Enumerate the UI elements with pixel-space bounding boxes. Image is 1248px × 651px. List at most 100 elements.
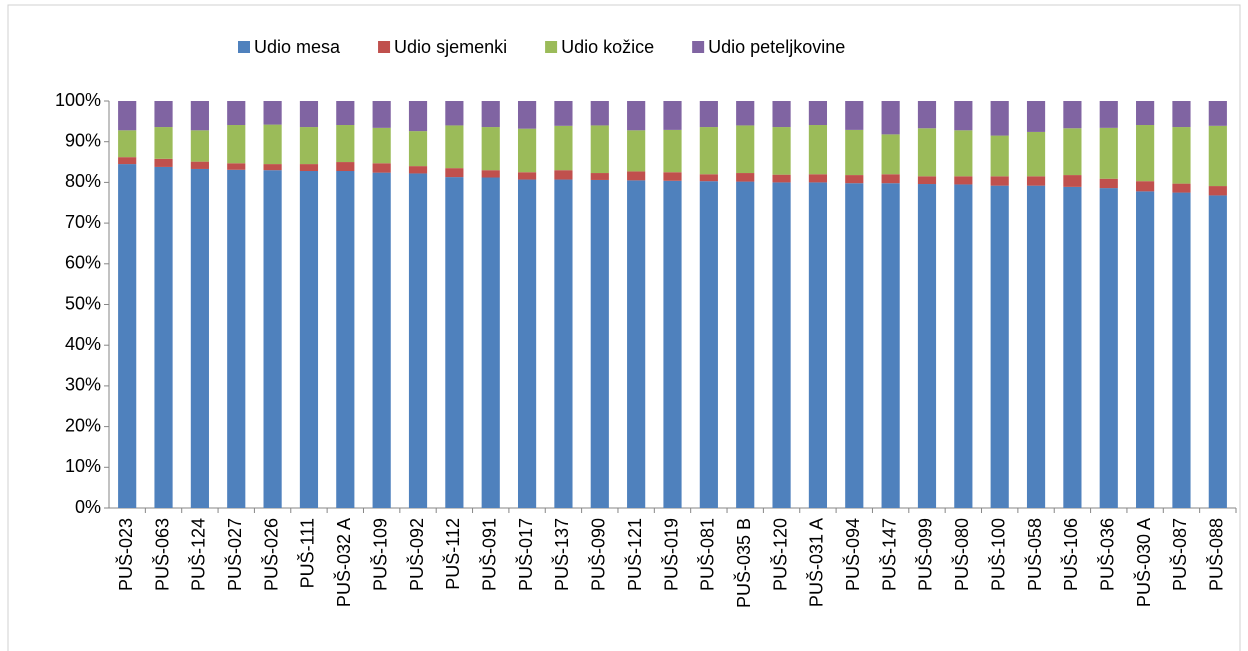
bar-segment [663,172,682,181]
x-tick-label: PUŠ-109 [369,518,390,591]
x-tick-label: PUŠ-100 [987,518,1008,591]
bar-segment [481,170,500,178]
y-tick-label: 60% [65,253,101,273]
bar-segment [736,101,755,126]
bar-segment [372,163,391,173]
bar-segment [336,162,355,172]
y-tick-label: 0% [75,497,101,517]
bar-segment [445,101,464,126]
bar-segment [445,168,464,178]
bar-segment [954,101,973,131]
bar-segment [227,163,246,170]
bar-segment [808,125,828,175]
bar-segment [227,101,246,126]
bar-segment [190,130,209,162]
x-tick-label: PUŠ-120 [769,518,790,591]
x-tick-label: PUŠ-090 [588,518,609,591]
bar-segment [1099,127,1118,179]
bar-segment [1063,128,1082,176]
legend-swatch [545,41,558,53]
x-tick-label: PUŠ-030 A [1133,518,1154,607]
bar-segment [336,125,355,163]
bar-segment [990,101,1009,136]
bar-segment [663,101,682,130]
bar-segment [372,127,391,164]
bar-segment [990,185,1009,508]
chart-frame [7,4,1241,651]
bar-segment [627,180,646,509]
bar-segment [1063,101,1082,129]
y-tick-label: 10% [65,456,101,476]
x-tick-label: PUŠ-031 A [806,518,827,607]
bar-segment [336,171,355,508]
bar-segment [481,127,500,171]
y-tick-label: 70% [65,212,101,232]
x-tick-label: PUŠ-032 A [333,518,354,607]
bar-segment [299,127,319,165]
bar-segment [299,101,319,128]
x-tick-label: PUŠ-137 [551,518,572,591]
x-tick-label: PUŠ-058 [1024,518,1045,591]
y-tick-label: 100% [55,90,101,110]
bar-segment [517,179,537,508]
bar-segment [154,101,173,128]
bar-segment [845,183,864,509]
bar-segment [917,101,937,129]
bar-segment [1172,101,1191,128]
bar-segment [408,173,428,509]
y-tick-label: 90% [65,130,101,150]
bar-segment [445,177,464,508]
bar-segment [772,127,791,175]
x-tick-label: PUŠ-111 [297,518,318,588]
bar-segment [772,174,791,183]
bar-segment [699,181,718,508]
bar-segment [808,101,828,126]
bar-segment [1026,176,1046,186]
bar-segment [299,171,319,508]
bar-segment [336,101,355,126]
bar-segment [554,170,573,180]
y-tick-label: 80% [65,171,101,191]
x-tick-label: PUŠ-121 [624,518,645,591]
bar-segment [1026,101,1046,132]
x-tick-label: PUŠ-092 [406,518,427,591]
legend-label: Udio peteljkovine [708,37,845,57]
legend-swatch [692,41,705,53]
bar-segment [954,176,973,185]
bar-segment [1208,186,1227,196]
bar-segment [517,128,537,173]
bar-segment [554,125,573,171]
bar-segment [881,101,900,135]
bar-segment [772,182,791,508]
x-tick-label: PUŠ-017 [515,518,536,591]
bar-segment [881,134,900,175]
x-tick-label: PUŠ-091 [478,518,499,591]
x-tick-label: PUŠ-106 [1060,518,1081,591]
bar-segment [554,101,573,126]
bar-segment [845,129,864,176]
bar-segment [1099,178,1118,189]
legend-swatch [378,41,391,53]
bar-segment [590,101,609,126]
x-tick-label: PUŠ-035 B [733,518,754,608]
bar-segment [118,130,137,158]
bar-segment [699,127,718,175]
x-tick-label: PUŠ-094 [842,518,863,591]
bar-segment [917,176,937,185]
bar-segment [881,183,900,509]
x-tick-label: PUŠ-023 [115,518,136,591]
bar-segment [627,171,646,181]
x-tick-label: PUŠ-080 [951,518,972,591]
bar-segment [736,125,755,174]
bar-segment [1136,191,1155,508]
x-tick-label: PUŠ-036 [1097,518,1118,591]
bar-segment [299,164,319,172]
bar-segment [663,180,682,508]
x-tick-label: PUŠ-087 [1169,518,1190,591]
bar-segment [154,127,173,159]
bar-segment [990,135,1009,177]
bar-segment [1063,186,1082,508]
bar-segment [1208,195,1227,508]
bar-segment [1136,181,1155,192]
